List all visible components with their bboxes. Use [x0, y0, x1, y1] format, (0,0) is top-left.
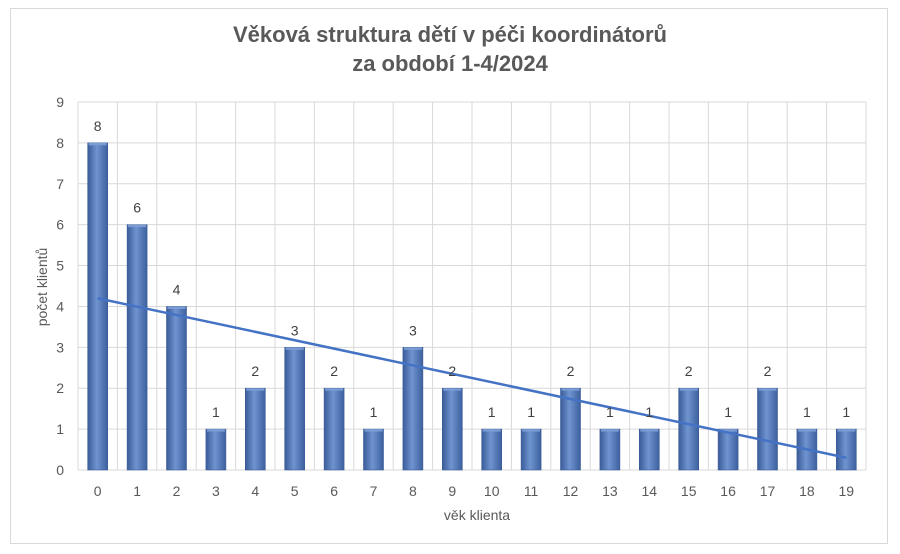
bar-top-highlight — [482, 429, 501, 432]
bar — [166, 306, 187, 471]
x-tick-label: 3 — [212, 483, 220, 499]
trend-layer — [97, 297, 847, 459]
y-tick-label: 5 — [56, 258, 64, 274]
data-label: 2 — [448, 363, 456, 379]
bar-top-highlight — [206, 429, 225, 432]
y-tick-label: 2 — [56, 380, 64, 396]
x-tick-label: 6 — [330, 483, 338, 499]
y-tick-label: 3 — [56, 339, 64, 355]
bar-top-highlight — [128, 224, 147, 228]
bar-top-highlight — [443, 388, 462, 391]
x-tick-label: 1 — [133, 483, 141, 499]
y-tick-label: 9 — [56, 94, 64, 110]
bar-top-highlight — [837, 429, 856, 432]
y-tick-label: 8 — [56, 135, 64, 151]
data-label: 2 — [685, 363, 693, 379]
x-tick-label: 2 — [173, 483, 181, 499]
bar-top-highlight — [167, 306, 186, 309]
bar-top-highlight — [561, 388, 580, 391]
bar — [126, 224, 148, 471]
x-tick-label: 7 — [370, 483, 378, 499]
bar-top-highlight — [285, 347, 304, 350]
x-tick-label: 0 — [94, 483, 102, 499]
data-label: 6 — [133, 200, 141, 216]
y-axis-title: počet klientů — [34, 248, 50, 327]
data-labels-layer: 8 6 4 1 2 3 2 1 3 2 1 1 2 1 1 2 1 2 1 1 — [94, 118, 851, 420]
bar-top-highlight — [522, 429, 541, 432]
bar — [520, 428, 542, 471]
data-label: 1 — [724, 404, 732, 420]
data-label: 3 — [291, 322, 299, 338]
bar — [757, 387, 778, 471]
data-label: 4 — [173, 281, 181, 297]
data-label: 1 — [488, 404, 496, 420]
y-tick-label: 1 — [56, 421, 64, 437]
chart-title-line2: za období 1-4/2024 — [352, 51, 548, 76]
bar-top-highlight — [600, 429, 619, 432]
bar — [481, 428, 503, 471]
bar-top-highlight — [679, 388, 698, 391]
chart-title-line1: Věková struktura dětí v péči koordinátor… — [232, 22, 667, 47]
x-tick-label: 14 — [642, 483, 658, 499]
x-tick-label: 9 — [448, 483, 456, 499]
data-label: 1 — [370, 404, 378, 420]
x-tick-label: 8 — [409, 483, 417, 499]
x-tick-label: 13 — [602, 483, 618, 499]
data-label: 1 — [527, 404, 535, 420]
bar — [441, 387, 463, 471]
bar-top-highlight — [758, 388, 777, 391]
x-tick-label: 19 — [839, 483, 855, 499]
bar — [638, 428, 660, 471]
data-label: 2 — [330, 363, 338, 379]
data-label: 1 — [803, 404, 811, 420]
x-tick-label: 5 — [291, 483, 299, 499]
data-label: 1 — [645, 404, 653, 420]
bar-top-highlight — [719, 429, 738, 432]
data-label: 8 — [94, 118, 102, 134]
y-tick-label: 0 — [56, 462, 64, 478]
bar — [205, 428, 227, 471]
bar — [678, 387, 700, 471]
bars-layer — [87, 142, 857, 471]
bar-top-highlight — [88, 142, 107, 146]
x-tick-label: 18 — [799, 483, 815, 499]
bar — [599, 428, 621, 471]
data-label: 3 — [409, 322, 417, 338]
data-label: 1 — [842, 404, 850, 420]
x-tick-label: 15 — [681, 483, 697, 499]
data-label: 1 — [606, 404, 614, 420]
bar — [363, 428, 384, 471]
bar — [245, 387, 266, 471]
x-tick-label: 10 — [484, 483, 500, 499]
x-tick-label: 4 — [251, 483, 259, 499]
bar-top-highlight — [797, 429, 816, 432]
y-tick-label: 7 — [56, 176, 64, 192]
data-label: 2 — [764, 363, 772, 379]
data-label: 1 — [212, 404, 220, 420]
x-tick-label: 17 — [760, 483, 776, 499]
data-label: 2 — [567, 363, 575, 379]
bar — [284, 347, 306, 471]
bar-top-highlight — [325, 388, 344, 391]
bar-top-highlight — [246, 388, 265, 391]
y-tick-label: 4 — [56, 298, 64, 314]
y-tick-label: 6 — [56, 217, 64, 233]
bar — [835, 428, 857, 471]
grid-layer — [77, 101, 867, 471]
x-axis-title: věk klienta — [444, 507, 510, 523]
bar-top-highlight — [640, 429, 659, 432]
data-label: 2 — [251, 363, 259, 379]
x-tick-label: 11 — [524, 483, 539, 499]
bar — [87, 142, 108, 471]
chart-title: Věková struktura dětí v péči koordinátor… — [0, 20, 900, 78]
x-tick-label: 16 — [720, 483, 736, 499]
bar — [323, 387, 345, 471]
bar-top-highlight — [403, 347, 422, 350]
bar-top-highlight — [364, 429, 383, 432]
x-tick-label: 12 — [563, 483, 579, 499]
trendline — [97, 297, 847, 459]
